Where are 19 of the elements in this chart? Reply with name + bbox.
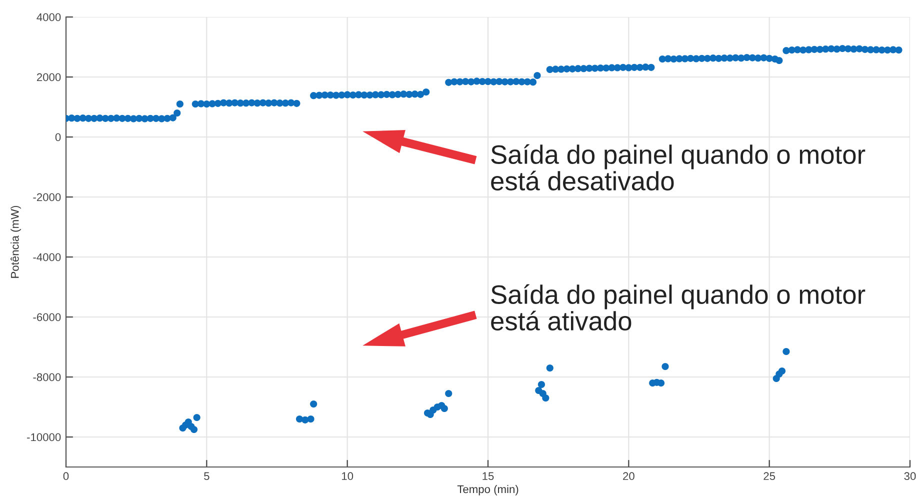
y-tick-label: 0 — [55, 133, 61, 142]
x-tick-label: 25 — [764, 472, 776, 480]
annotation: Saída do painel quando o motor está ativado — [491, 284, 866, 330]
y-tick-label: -6000 — [33, 313, 61, 322]
y-tick-label: 2000 — [36, 73, 61, 82]
x-tick-label: 30 — [904, 472, 916, 480]
y-tick-label: 4000 — [36, 13, 61, 22]
y-axis-title: Potência (mW) — [10, 206, 21, 278]
x-tick-label: 10 — [342, 472, 354, 480]
y-tick-label: -2000 — [33, 193, 61, 202]
annotation: Saída do painel quando o motor está desativado — [491, 144, 866, 190]
x-tick-label: 15 — [482, 472, 494, 480]
x-axis-title: Tempo (min) — [457, 484, 518, 496]
y-tick-label: -10000 — [27, 433, 61, 442]
y-tick-label: -8000 — [33, 373, 61, 382]
x-tick-label: 5 — [204, 472, 210, 480]
x-tick-label: 0 — [63, 472, 69, 480]
x-tick-label: 20 — [623, 472, 634, 480]
y-tick-label: -4000 — [33, 253, 61, 262]
